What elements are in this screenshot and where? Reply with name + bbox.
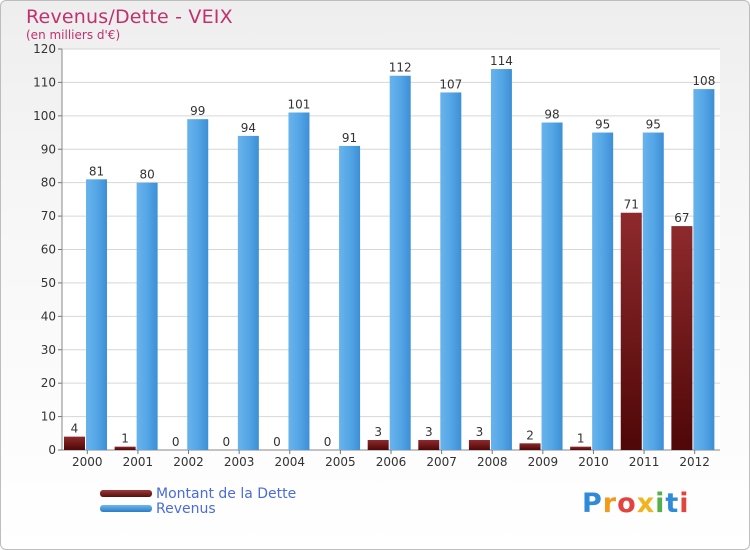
- data-label-revenus-2003: 94: [241, 121, 256, 135]
- x-tick-label-2008: 2008: [477, 455, 508, 469]
- data-label-dette-2010: 1: [577, 432, 585, 446]
- bar-revenus-2000: [86, 179, 107, 450]
- bar-revenus-2001: [136, 182, 158, 450]
- legend-item-dette: Montant de la Dette: [100, 485, 297, 502]
- data-label-dette-2011: 71: [624, 198, 639, 212]
- y-tick-label: 90: [41, 142, 56, 156]
- data-label-dette-2002: 0: [172, 435, 180, 449]
- y-tick-label: 0: [48, 443, 56, 457]
- data-label-revenus-2010: 95: [595, 118, 610, 132]
- legend-item-revenus: Revenus: [100, 500, 296, 517]
- x-tick-label-2007: 2007: [426, 455, 457, 469]
- x-tick-label-2011: 2011: [629, 455, 660, 469]
- bar-dette-2010: [570, 446, 592, 450]
- data-label-revenus-2011: 95: [646, 118, 661, 132]
- chart-title: Revenus/Dette - VEIX: [26, 6, 233, 28]
- x-tick-label-2003: 2003: [224, 455, 255, 469]
- bar-revenus-2009: [541, 122, 563, 451]
- data-label-revenus-2000: 81: [89, 164, 104, 178]
- data-label-revenus-2012: 108: [692, 74, 715, 88]
- data-label-dette-2012: 67: [674, 211, 689, 225]
- logo-letter: t: [665, 488, 680, 519]
- x-tick-label-2000: 2000: [72, 455, 103, 469]
- legend-swatch-revenus: [100, 505, 152, 512]
- x-tick-label-2012: 2012: [679, 455, 710, 469]
- data-label-dette-2009: 2: [526, 428, 534, 442]
- legend-label-dette: Montant de la Dette: [156, 485, 297, 502]
- y-tick-label: 120: [33, 42, 56, 56]
- bar-dette-2000: [64, 436, 85, 450]
- data-label-revenus-2004: 101: [288, 97, 311, 111]
- bar-dette-2009: [519, 443, 541, 450]
- bar-revenus-2002: [187, 119, 209, 451]
- data-label-dette-2000: 4: [71, 422, 79, 436]
- y-tick-label: 100: [33, 109, 56, 123]
- proxiti-logo: Proxiti: [582, 488, 690, 519]
- y-tick-label: 60: [41, 243, 56, 257]
- x-tick-label-2001: 2001: [123, 455, 154, 469]
- y-tick-label: 30: [41, 343, 56, 357]
- logo-letter: P: [582, 488, 603, 519]
- data-label-dette-2008: 3: [476, 425, 484, 439]
- y-tick-label: 80: [41, 176, 56, 190]
- data-label-dette-2007: 3: [425, 425, 433, 439]
- x-tick-label-2006: 2006: [376, 455, 407, 469]
- bar-revenus-2012: [693, 89, 715, 450]
- data-label-dette-2005: 0: [324, 435, 332, 449]
- bar-revenus-2008: [490, 69, 512, 451]
- legend: Montant de la Dette Revenus: [100, 485, 297, 517]
- bar-dette-2007: [418, 439, 440, 450]
- x-tick-label-2009: 2009: [528, 455, 559, 469]
- data-label-revenus-2001: 80: [139, 168, 154, 182]
- y-tick-label: 110: [33, 75, 56, 89]
- bar-dette-2006: [367, 439, 389, 450]
- data-label-revenus-2002: 99: [190, 104, 205, 118]
- y-tick-label: 10: [41, 410, 56, 424]
- bar-revenus-2010: [592, 132, 614, 450]
- bar-dette-2012: [671, 226, 693, 450]
- bar-dette-2008: [468, 439, 490, 450]
- x-tick-label-2004: 2004: [274, 455, 305, 469]
- data-label-revenus-2006: 112: [389, 61, 412, 75]
- data-label-dette-2006: 3: [374, 425, 382, 439]
- bar-dette-2001: [114, 446, 136, 450]
- y-tick-label: 20: [41, 376, 56, 390]
- logo-letter: x: [636, 488, 656, 519]
- x-tick-label-2002: 2002: [173, 455, 204, 469]
- bar-revenus-2005: [339, 145, 361, 451]
- chart-subtitle: (en milliers d'€): [26, 28, 121, 42]
- data-label-dette-2001: 1: [121, 432, 129, 446]
- data-label-revenus-2007: 107: [439, 77, 462, 91]
- data-label-dette-2004: 0: [273, 435, 281, 449]
- bar-revenus-2011: [642, 132, 664, 450]
- legend-label-revenus: Revenus: [156, 500, 216, 517]
- data-label-revenus-2008: 114: [490, 54, 513, 68]
- data-label-revenus-2009: 98: [544, 108, 559, 122]
- data-label-revenus-2005: 91: [342, 131, 357, 145]
- y-tick-label: 70: [41, 209, 56, 223]
- x-tick-label-2005: 2005: [325, 455, 356, 469]
- logo-letter: r: [602, 488, 618, 519]
- bar-revenus-2004: [288, 112, 310, 450]
- bar-revenus-2007: [440, 92, 462, 451]
- logo-letter: i: [655, 488, 666, 519]
- logo-letter: o: [617, 488, 637, 519]
- legend-swatch-dette: [100, 490, 152, 497]
- y-tick-label: 50: [41, 276, 56, 290]
- y-tick-label: 40: [41, 309, 56, 323]
- bar-revenus-2003: [237, 135, 259, 450]
- x-tick-label-2010: 2010: [578, 455, 609, 469]
- logo-letter: i: [679, 488, 690, 519]
- bar-dette-2011: [620, 212, 642, 450]
- data-label-dette-2003: 0: [223, 435, 231, 449]
- bar-revenus-2006: [389, 75, 411, 450]
